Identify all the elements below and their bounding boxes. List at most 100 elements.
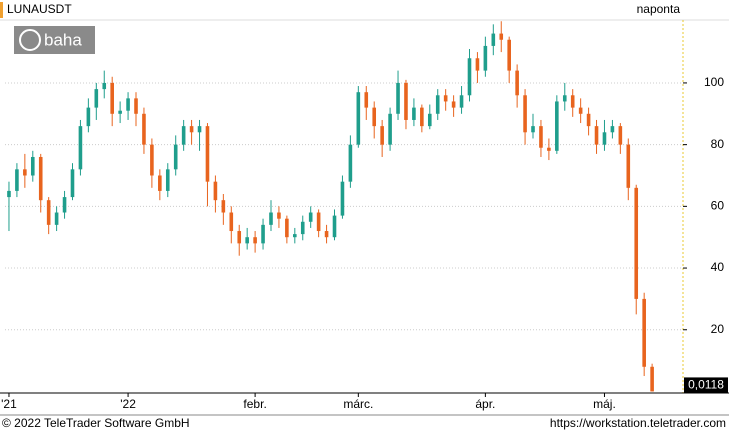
- candle-body: [412, 107, 416, 120]
- candle-body: [245, 237, 249, 244]
- candle-body: [562, 95, 567, 102]
- candle-body: [213, 181, 218, 201]
- x-tick-label: máj.: [593, 397, 616, 411]
- candle-body: [634, 187, 639, 299]
- y-tick-label: 60: [711, 199, 725, 213]
- candle-body: [15, 169, 19, 191]
- candle-body: [578, 107, 583, 114]
- candle-body: [253, 237, 257, 244]
- candle-body: [62, 197, 67, 213]
- source-url: https://workstation.teletrader.com: [550, 416, 726, 430]
- candle-body: [7, 190, 11, 198]
- candle-body: [626, 144, 631, 188]
- logo-text: baha: [44, 30, 82, 49]
- candle-body: [388, 113, 392, 145]
- candle-body: [261, 224, 265, 244]
- candle-body: [237, 231, 242, 244]
- candle-body: [181, 126, 186, 145]
- candle-body: [134, 98, 138, 114]
- candle-body: [229, 212, 234, 232]
- candle-body: [570, 95, 575, 108]
- candle-body: [277, 212, 281, 219]
- candle-body: [435, 95, 440, 114]
- y-tick-label: 40: [711, 260, 725, 274]
- chart-title: LUNAUSDT: [7, 2, 72, 16]
- candle-body: [547, 147, 551, 151]
- candle-body: [427, 113, 432, 127]
- candle-body: [316, 212, 321, 232]
- candle-body: [459, 95, 464, 108]
- candle-body: [38, 156, 43, 201]
- candle-body: [150, 144, 154, 176]
- candle-body: [555, 101, 559, 151]
- candle-body: [372, 107, 377, 127]
- y-tick-label: 20: [711, 322, 725, 336]
- candle-body: [110, 82, 114, 114]
- candle-body: [285, 218, 289, 238]
- logo-icon: [19, 29, 41, 51]
- x-tick-label: febr.: [243, 397, 266, 411]
- candle-body: [610, 126, 615, 133]
- candle-body: [594, 126, 599, 145]
- last-price-label: 0,0118: [688, 378, 724, 392]
- candle-body: [189, 126, 194, 133]
- candle-body: [642, 298, 646, 367]
- candle-body: [483, 45, 488, 71]
- candle-body: [539, 126, 543, 148]
- candle-body: [340, 181, 345, 216]
- candle-body: [531, 126, 535, 133]
- candle-body: [356, 92, 361, 145]
- candle-body: [475, 58, 480, 71]
- candle-body: [491, 33, 496, 46]
- candle-body: [451, 101, 456, 108]
- candle-body: [221, 200, 226, 213]
- candle-body: [293, 234, 297, 238]
- candle-body: [94, 89, 99, 108]
- candle-body: [324, 231, 329, 238]
- candle-body: [30, 156, 35, 176]
- x-tick-label: ápr.: [475, 397, 495, 411]
- copyright: © 2022 TeleTrader Software GmbH: [2, 416, 190, 430]
- candle-body: [380, 126, 384, 145]
- candle-body: [602, 132, 607, 145]
- candle-body: [332, 215, 337, 238]
- candle-body: [404, 82, 408, 120]
- candle-body: [515, 70, 519, 96]
- candle-body: [197, 126, 202, 133]
- candle-body: [650, 366, 654, 392]
- candle-body: [46, 200, 51, 225]
- candle-body: [300, 221, 305, 235]
- candle-body: [54, 212, 59, 225]
- candle-body: [165, 169, 170, 191]
- candle-body: [586, 113, 591, 127]
- candle-body: [173, 144, 178, 170]
- candle-body: [269, 212, 273, 225]
- interval-label: naponta: [637, 2, 681, 16]
- candle-body: [126, 98, 130, 111]
- candle-body: [23, 169, 27, 176]
- candle-body: [467, 58, 472, 96]
- candle-body: [86, 107, 91, 127]
- candle-body: [507, 39, 511, 71]
- candle-body: [499, 33, 504, 40]
- candle-body: [348, 144, 353, 182]
- candle-body: [158, 175, 162, 191]
- candle-body: [102, 82, 107, 90]
- candle-body: [420, 107, 424, 127]
- y-tick-label: 100: [704, 75, 724, 89]
- candle-body: [396, 82, 400, 114]
- candle-body: [205, 126, 210, 182]
- candle-body: [118, 110, 122, 114]
- title-marker: [0, 2, 3, 18]
- x-tick-label: márc.: [343, 397, 373, 411]
- candle-body: [78, 126, 83, 170]
- candle-body: [523, 95, 527, 133]
- candle-body: [443, 95, 448, 102]
- x-tick-label: '22: [120, 397, 136, 411]
- last-price-box: [684, 377, 728, 394]
- x-tick-label: '21: [1, 397, 17, 411]
- candle-body: [618, 126, 623, 145]
- candle-body: [308, 212, 313, 222]
